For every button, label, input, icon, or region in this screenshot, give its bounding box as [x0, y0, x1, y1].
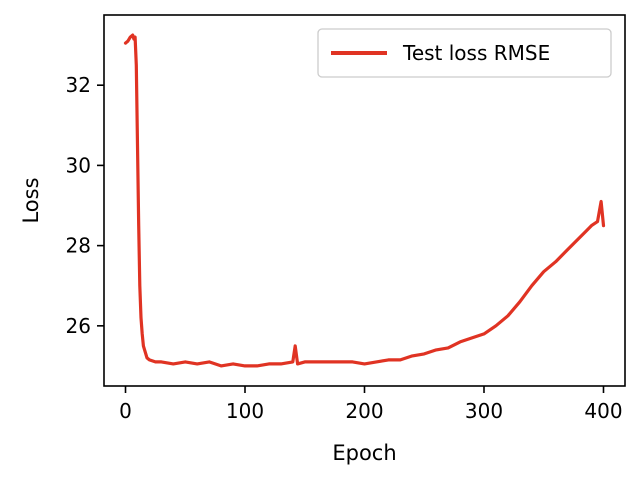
x-tick-label: 400 — [584, 399, 622, 423]
x-tick-label: 0 — [119, 399, 132, 423]
x-axis-title: Epoch — [332, 441, 396, 465]
y-tick-label: 30 — [66, 153, 91, 177]
legend-box — [317, 28, 612, 78]
y-tick-label: 26 — [66, 314, 91, 338]
x-tick-label: 100 — [226, 399, 264, 423]
legend-label: Test loss RMSE — [402, 41, 550, 65]
plot-area — [123, 33, 606, 368]
axis-ticks: 0 100 200 300 400 26 28 30 32 — [66, 73, 623, 423]
y-tick-label: 32 — [66, 73, 91, 97]
y-axis-title: Loss — [19, 177, 43, 223]
y-tick-label: 28 — [66, 234, 91, 258]
legend: Test loss RMSE — [317, 28, 612, 78]
x-tick-label: 200 — [345, 399, 383, 423]
series-line-0 — [123, 33, 606, 368]
x-tick-label: 300 — [465, 399, 503, 423]
